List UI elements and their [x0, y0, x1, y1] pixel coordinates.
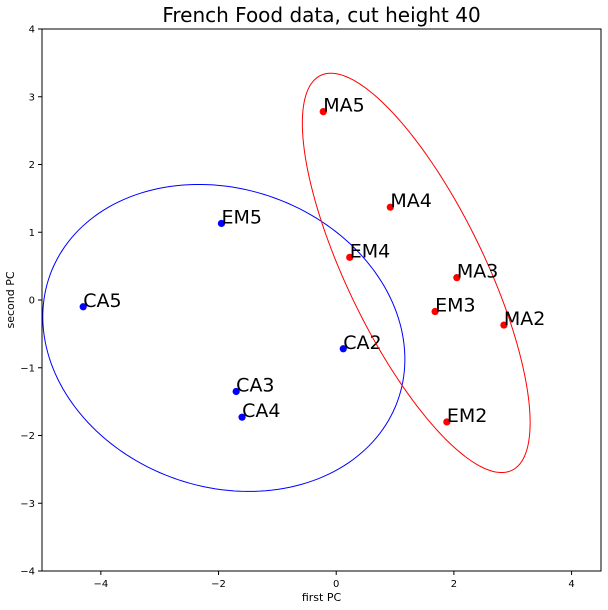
y-tick-label: −4	[20, 567, 35, 578]
chart-title: French Food data, cut height 40	[162, 3, 480, 27]
x-tick-label: 2	[451, 579, 457, 590]
point-label-ma2: MA2	[504, 308, 545, 330]
x-tick-label: −2	[211, 579, 226, 590]
y-tick-label: −1	[20, 363, 35, 374]
x-axis: −4 −2 0 2 4	[93, 571, 575, 590]
point-label-ca5: CA5	[83, 290, 121, 312]
y-tick-label: −2	[20, 431, 35, 442]
data-point-ca5	[79, 303, 87, 311]
cluster-ellipse-2	[301, 72, 531, 474]
data-point-em4	[346, 253, 354, 261]
y-tick-label: 1	[29, 228, 35, 239]
point-label-ma3: MA3	[457, 261, 498, 283]
data-point-ma3	[453, 274, 461, 282]
y-tick-label: 0	[29, 296, 35, 307]
point-label-em4: EM4	[350, 240, 391, 262]
data-point-ma4	[386, 203, 394, 211]
cluster-ellipse-1	[42, 183, 406, 492]
data-point-ma2	[500, 321, 508, 329]
point-label-ca4: CA4	[242, 400, 280, 422]
y-tick-label: 3	[29, 92, 35, 103]
data-point-em3	[431, 307, 439, 316]
x-tick-label: −4	[93, 579, 108, 590]
data-point-ca2	[339, 345, 347, 353]
y-tick-label: 2	[29, 160, 35, 171]
point-label-em5: EM5	[221, 206, 262, 228]
y-tick-label: −3	[20, 499, 35, 510]
data-point-ca4	[238, 413, 246, 421]
x-tick-label: 0	[333, 579, 339, 590]
y-axis-label: second PC	[4, 271, 17, 328]
point-label-ma5: MA5	[323, 95, 364, 117]
data-point-em5	[217, 219, 226, 228]
data-point-em2	[443, 418, 451, 426]
data-point-ca3	[232, 387, 240, 396]
x-tick-label: 4	[568, 579, 574, 590]
y-axis: −4 −3 −2 −1 0 1 2 3 4	[20, 25, 42, 578]
x-axis-label: first PC	[302, 591, 342, 604]
point-label-ca3: CA3	[236, 374, 274, 396]
data-point-ma5	[319, 108, 327, 116]
point-label-ma4: MA4	[390, 190, 431, 212]
point-label-em2: EM2	[447, 405, 488, 427]
point-label-em3: EM3	[435, 295, 476, 317]
y-tick-label: 4	[29, 25, 35, 36]
